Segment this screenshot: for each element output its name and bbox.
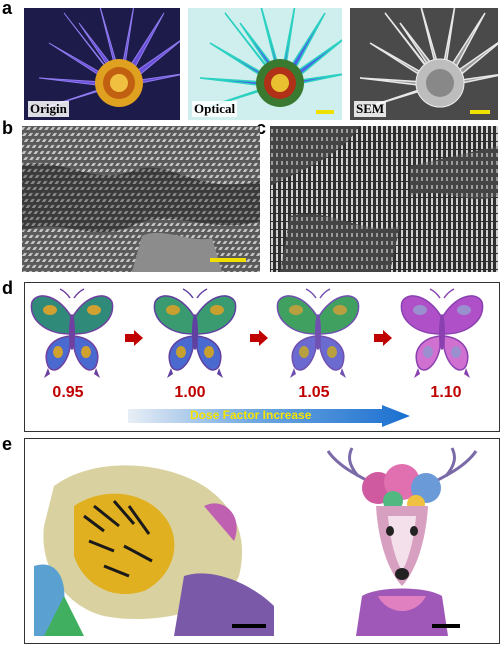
butterfly-icon [153,288,237,378]
butterfly-icon [276,288,360,378]
scale-bar [432,624,460,628]
dose-value-1: 0.95 [52,384,84,401]
red-arrow-icon [250,330,268,346]
panel-label-b: b [2,118,13,138]
red-arrow-icon [374,330,392,346]
panel-label-e: e [2,434,13,454]
origin-caption: Origin [28,101,69,117]
scale-bar [316,110,334,114]
scale-bar [210,258,246,262]
deer-artwork-image [318,446,486,636]
sem-flower-image: SEM [350,8,498,120]
origin-flower-image: Origin [24,8,180,120]
optical-flower-image: Optical [188,8,342,120]
panel-label-c: c [256,118,267,138]
sem-caption: SEM [354,101,387,117]
sem-pillar-array-image-c [270,126,498,272]
butterfly-icon [30,288,114,378]
dose-value-4: 1.10 [430,384,462,401]
red-arrow-icon [125,330,143,346]
sem-pillar-array-image-b [22,126,260,272]
butterfly-icon [400,288,484,378]
optical-caption: Optical [192,101,238,117]
dose-value-2: 1.00 [174,384,206,401]
scale-bar [470,110,490,114]
panel-label-a: a [2,0,13,18]
tiger-artwork-image [34,446,274,636]
dose-factor-arrow: Dose Factor Increase [128,405,410,427]
scale-bar [232,624,266,628]
dose-value-3: 1.05 [298,384,330,401]
dose-factor-label: Dose Factor Increase [190,408,312,422]
panel-label-d: d [2,278,13,298]
